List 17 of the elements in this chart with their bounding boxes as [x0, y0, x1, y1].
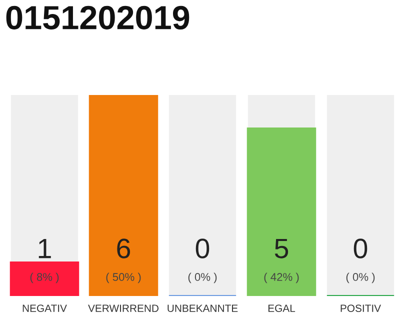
x-tick-label: POSITIV — [340, 304, 382, 312]
annotation: ( 42% ) — [264, 272, 299, 284]
x-tick-label: UNBEKANNTE — [168, 304, 238, 312]
data-label: 6 — [117, 238, 130, 258]
x-tick-label: VERWIRREND — [88, 304, 158, 312]
annotation: ( 0% ) — [346, 272, 375, 284]
annotation: ( 8% ) — [30, 272, 59, 284]
x-tick-label: NEGATIV — [22, 304, 67, 312]
chart-title: 0151202019 — [6, 6, 190, 30]
data-label: 0 — [354, 238, 368, 258]
x-tick-label: EGAL — [268, 304, 296, 312]
data-label: 1 — [38, 238, 51, 258]
data-label: 5 — [274, 238, 288, 258]
annotation: ( 50% ) — [106, 272, 141, 284]
annotation: ( 0% ) — [188, 272, 217, 284]
data-label: 0 — [196, 238, 210, 258]
bar — [10, 261, 80, 296]
